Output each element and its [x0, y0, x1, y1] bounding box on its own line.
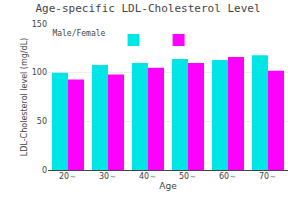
svg-text:50～: 50～ [179, 172, 197, 181]
svg-text:Age: Age [159, 181, 177, 191]
svg-text:LDL-Cholesterol level (mg/dL): LDL-Cholesterol level (mg/dL) [20, 38, 29, 156]
svg-text:70～: 70～ [259, 172, 277, 181]
svg-text:20～: 20～ [59, 172, 77, 181]
svg-text:100: 100 [32, 68, 47, 77]
svg-text:40～: 40～ [139, 172, 157, 181]
svg-text:60～: 60～ [219, 172, 237, 181]
svg-text:Male/Female: Male/Female [52, 29, 105, 38]
svg-text:0: 0 [42, 166, 47, 175]
svg-text:30～: 30～ [99, 172, 117, 181]
svg-text:150: 150 [32, 20, 47, 29]
svg-text:Age-specific LDL-Cholesterol L: Age-specific LDL-Cholesterol Level [35, 2, 260, 15]
svg-text:50: 50 [37, 117, 47, 126]
